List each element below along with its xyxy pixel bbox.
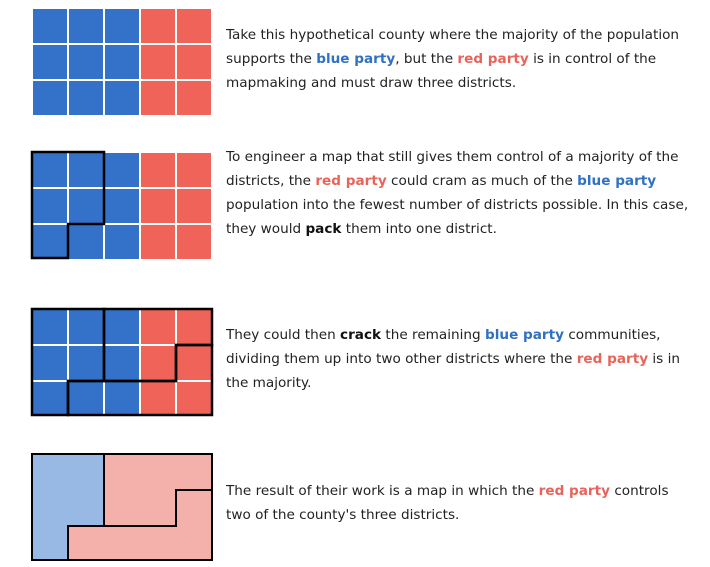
- grid-cell-red: [141, 225, 175, 259]
- crack-run-6: is in the majority.: [226, 351, 680, 391]
- grid-cell-blue: [33, 346, 67, 380]
- grid-cell-red: [141, 310, 175, 344]
- pack-run-2: could cram as much of the: [386, 173, 578, 189]
- crack-run-0: They could then: [226, 327, 341, 343]
- cracked-district-bottom-boundary: [66, 343, 214, 417]
- result-text: The result of their work is a map in whi…: [226, 479, 696, 527]
- grid-cell-red: [177, 382, 211, 416]
- grid-cell-red: [141, 189, 175, 223]
- pack-run-4: population into the fewest number of dis…: [226, 197, 689, 237]
- grid-cell-blue: [69, 45, 103, 79]
- grid-cell-blue: [33, 189, 67, 223]
- grid-cell-red: [177, 310, 211, 344]
- grid-cell-blue: [69, 81, 103, 115]
- intro-run-1: blue party: [316, 51, 396, 67]
- result-run-2: controls two of the county's three distr…: [226, 483, 669, 523]
- grid-cell-blue: [69, 346, 103, 380]
- grid-cell-red: [177, 153, 211, 187]
- grid-cell-blue: [105, 153, 139, 187]
- intro-run-2: , but the: [395, 51, 458, 67]
- grid-cell-blue: [105, 9, 139, 43]
- red-district-bottom-result: [67, 489, 213, 561]
- pack-text: To engineer a map that still gives them …: [226, 145, 696, 241]
- grid-cell-red: [141, 382, 175, 416]
- grid-cell-red: [177, 81, 211, 115]
- county-result-map: [31, 453, 213, 561]
- grid-cell-blue: [105, 189, 139, 223]
- grid-cell-blue: [105, 45, 139, 79]
- intro-text: Take this hypothetical county where the …: [226, 23, 696, 95]
- grid-cell-blue: [105, 382, 139, 416]
- crack-run-2: the remaining: [381, 327, 485, 343]
- grid-cell-blue: [33, 382, 67, 416]
- grid-cell-blue: [33, 81, 67, 115]
- county-grid-pack: [30, 150, 211, 260]
- intro-run-4: is in control of the mapmaking and must …: [226, 51, 657, 91]
- packed-district-boundary: [30, 150, 106, 260]
- grid-cell-red: [141, 9, 175, 43]
- grid-cells: [33, 153, 211, 259]
- grid-cell-red: [177, 346, 211, 380]
- pack-run-1: red party: [315, 173, 387, 189]
- pack-run-0: To engineer a map that still gives them …: [226, 149, 679, 189]
- grid-cell-blue: [105, 310, 139, 344]
- pack-run-5: pack: [305, 221, 342, 237]
- grid-cell-blue: [105, 225, 139, 259]
- grid-cell-blue: [33, 225, 67, 259]
- crack-run-5: red party: [576, 351, 649, 367]
- result-run-1: red party: [538, 483, 610, 499]
- grid-cell-blue: [69, 382, 103, 416]
- crack-run-1: crack: [340, 327, 382, 343]
- grid-cell-blue: [69, 189, 103, 223]
- grid-cell-blue: [69, 9, 103, 43]
- crack-text: They could then crack the remaining blue…: [226, 323, 696, 395]
- result-run-0: The result of their work is a map in whi…: [226, 483, 539, 499]
- grid-cells: [33, 310, 211, 416]
- grid-cell-blue: [69, 153, 103, 187]
- grid-cell-blue: [105, 81, 139, 115]
- pack-run-6: them into one district.: [341, 221, 497, 237]
- grid-cell-red: [177, 189, 211, 223]
- grid-cell-red: [177, 45, 211, 79]
- county-grid-intro: [33, 9, 211, 115]
- pack-run-3: blue party: [577, 173, 657, 189]
- grid-cell-blue: [69, 225, 103, 259]
- grid-cell-blue: [105, 346, 139, 380]
- grid-cell-blue: [33, 310, 67, 344]
- grid-cell-red: [141, 45, 175, 79]
- grid-cell-red: [177, 9, 211, 43]
- grid-cell-blue: [33, 45, 67, 79]
- grid-cell-blue: [33, 153, 67, 187]
- crack-run-3: blue party: [485, 327, 564, 343]
- intro-run-3: red party: [457, 51, 529, 67]
- grid-cell-red: [141, 346, 175, 380]
- crack-run-4: communities, dividing them up into two o…: [226, 327, 661, 367]
- grid-cell-blue: [69, 310, 103, 344]
- intro-run-0: Take this hypothetical county where the …: [226, 27, 680, 67]
- grid-cell-red: [141, 81, 175, 115]
- grid-cells: [33, 9, 211, 115]
- grid-cell-red: [141, 153, 175, 187]
- grid-cell-red: [177, 225, 211, 259]
- county-grid-crack: [30, 307, 214, 417]
- grid-cell-blue: [33, 9, 67, 43]
